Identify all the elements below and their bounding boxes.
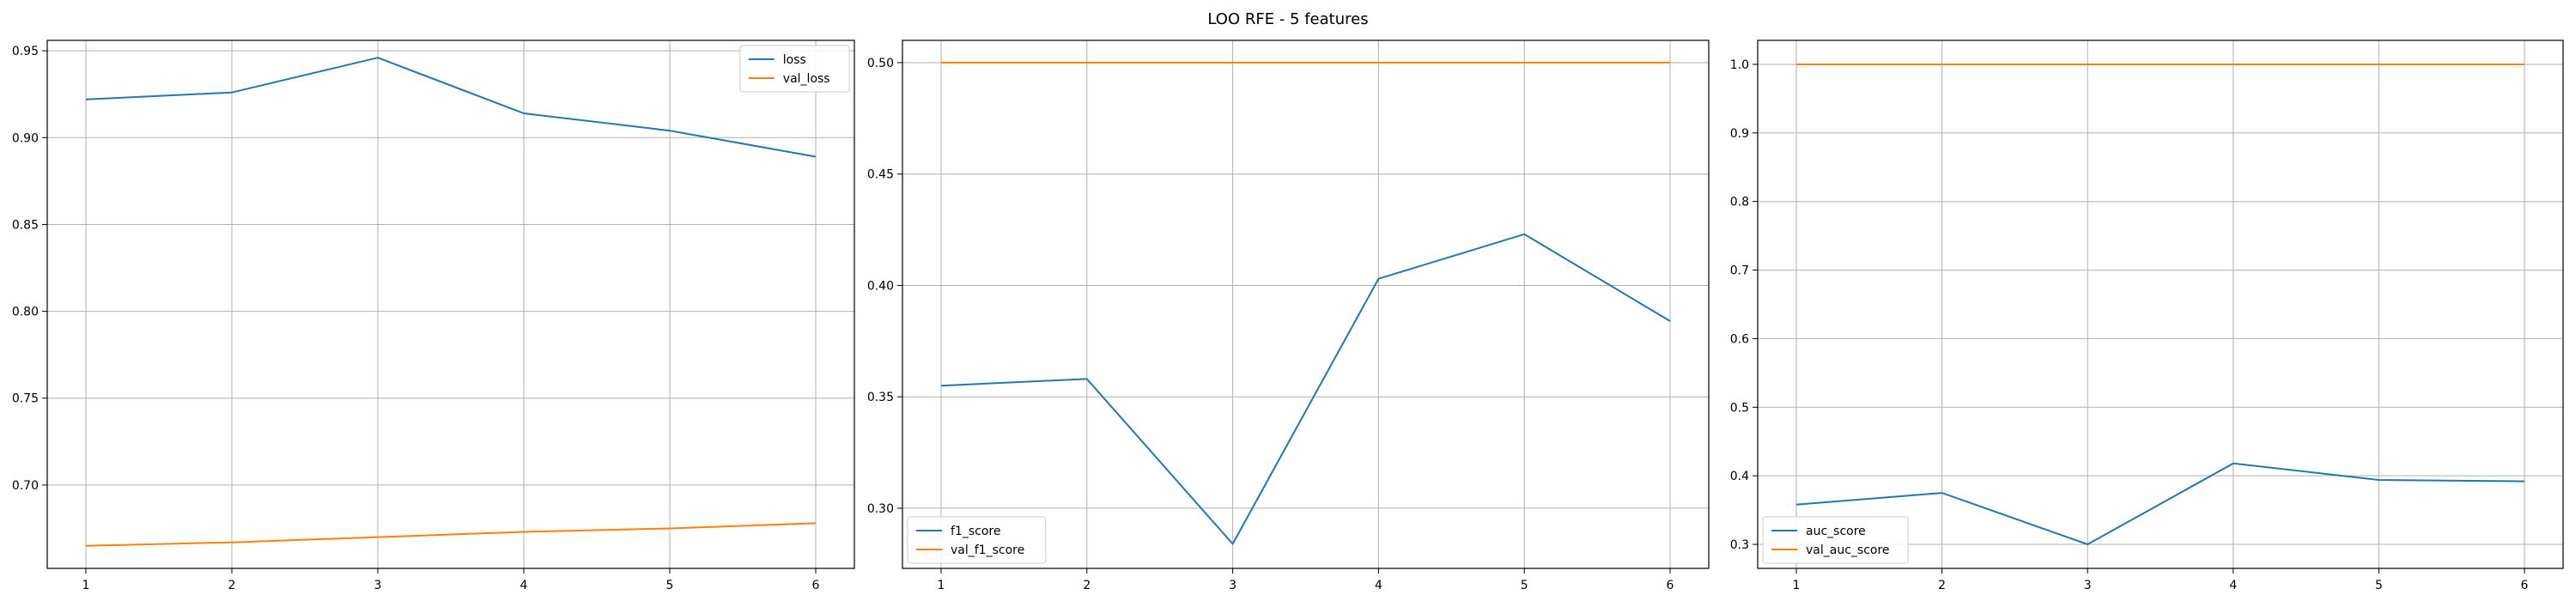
- subplot-2: 1 2 3 4 5 6 0.30 0.35 0.40 0.45 0.50 f1_score val_f1…: [867, 39, 1710, 592]
- y-tick-label: 0.5: [1730, 401, 1749, 415]
- x-tick-label: 5: [2375, 579, 2383, 592]
- legend-label: loss: [783, 53, 806, 67]
- x-tick-label: 1: [82, 579, 90, 592]
- x-tick-label: 3: [2084, 579, 2092, 592]
- legend: f1_score val_f1_score: [907, 516, 1047, 564]
- subplot-3: 1 2 3 4 5 6 0.3 0.4 0.5 0.6 0.7 0.8 0.9 1.0 auc_scorev…: [1730, 39, 2564, 592]
- y-tick-label: 0.45: [867, 168, 894, 182]
- y-tick-label: 0.35: [867, 391, 894, 404]
- x-tick-label: 1: [938, 579, 945, 592]
- axes-frame: [902, 39, 1710, 569]
- y-tick-label: 0.40: [867, 279, 894, 293]
- y-tick-label: 0.9: [1730, 127, 1749, 141]
- series-line-val-loss: [85, 522, 817, 547]
- x-tick-label: 4: [520, 579, 528, 592]
- legend-label: f1_score: [951, 525, 1000, 538]
- legend-box: [1762, 516, 1909, 564]
- legend-label: val_f1_score: [951, 543, 1024, 557]
- y-tick-label: 0.6: [1730, 332, 1749, 346]
- y-tick-label: 0.75: [12, 392, 39, 406]
- legend-label: val_loss: [783, 72, 830, 86]
- legend-box: [907, 516, 1047, 564]
- y-tick-label: 0.4: [1730, 470, 1749, 483]
- x-tick-label: 5: [666, 579, 674, 592]
- x-tick-label: 2: [1938, 579, 1946, 592]
- series-line-f1-score: [940, 233, 1671, 545]
- y-tick-label: 0.95: [12, 45, 39, 58]
- y-tick-label: 0.50: [867, 57, 894, 70]
- y-tick-label: 0.7: [1730, 264, 1749, 278]
- legend-box: [739, 45, 850, 93]
- series-line-loss: [85, 57, 817, 158]
- x-tick-label: 1: [1793, 579, 1801, 592]
- axes-frame: [1757, 39, 2564, 569]
- legend-label: val_auc_score: [1806, 543, 1890, 557]
- x-tick-label: 2: [228, 579, 236, 592]
- y-tick-label: 0.3: [1730, 538, 1749, 552]
- x-tick-label: 6: [812, 579, 820, 592]
- x-tick-label: 4: [2229, 579, 2237, 592]
- series-line-auc-score: [1795, 462, 2525, 545]
- x-tick-label: 2: [1083, 579, 1091, 592]
- subplots: 1 2 3 4 5 60.700.750.800.850.900.95lossval_lo…: [12, 39, 2564, 592]
- x-tick-label: 5: [1521, 579, 1528, 592]
- y-tick-label: 0.30: [867, 502, 894, 516]
- legend: auc_score val_auc_score: [1762, 516, 1909, 564]
- axes-frame: [46, 39, 855, 569]
- y-tick-label: 1.0: [1730, 58, 1749, 72]
- legend-label: auc_score: [1806, 525, 1866, 538]
- x-tick-label: 6: [1667, 579, 1674, 592]
- x-tick-label: 3: [1229, 579, 1236, 592]
- legend: loss val_loss: [739, 45, 850, 93]
- y-tick-label: 0.90: [12, 131, 39, 145]
- y-tick-label: 0.80: [12, 306, 39, 319]
- figure-title: LOO RFE - 5 features: [1207, 10, 1368, 28]
- x-tick-label: 3: [374, 579, 382, 592]
- y-tick-label: 0.70: [12, 479, 39, 493]
- subplot-1: 1 2 3 4 5 6 0.70 0.75 0.80 0.85 0.90 0.95 loss val_lo…: [12, 39, 855, 592]
- x-tick-label: 6: [2521, 579, 2529, 592]
- x-tick-label: 4: [1375, 579, 1382, 592]
- y-tick-label: 0.85: [12, 218, 39, 232]
- y-tick-label: 0.8: [1730, 196, 1749, 209]
